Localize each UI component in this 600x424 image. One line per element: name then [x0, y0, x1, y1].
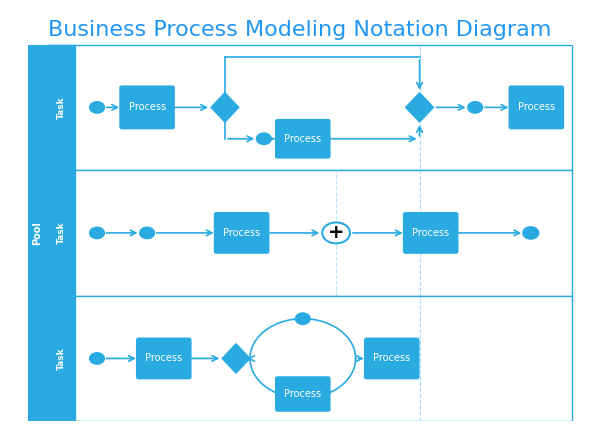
Circle shape: [91, 102, 104, 112]
Polygon shape: [211, 93, 239, 122]
FancyBboxPatch shape: [47, 170, 572, 296]
FancyBboxPatch shape: [214, 212, 269, 254]
Text: Process: Process: [128, 102, 166, 112]
FancyBboxPatch shape: [136, 338, 191, 379]
FancyBboxPatch shape: [119, 85, 175, 129]
Text: +: +: [328, 223, 344, 243]
FancyBboxPatch shape: [47, 296, 75, 421]
Polygon shape: [406, 93, 433, 122]
FancyBboxPatch shape: [364, 338, 419, 379]
Polygon shape: [222, 344, 250, 373]
FancyBboxPatch shape: [275, 376, 331, 412]
Text: Process: Process: [284, 389, 322, 399]
FancyBboxPatch shape: [47, 296, 572, 421]
FancyBboxPatch shape: [47, 45, 75, 170]
FancyBboxPatch shape: [28, 45, 47, 421]
Circle shape: [469, 102, 482, 112]
Circle shape: [140, 228, 154, 238]
Text: Task: Task: [56, 96, 65, 119]
FancyBboxPatch shape: [47, 170, 75, 296]
Circle shape: [322, 223, 350, 243]
FancyBboxPatch shape: [275, 119, 331, 159]
FancyBboxPatch shape: [509, 85, 564, 129]
Text: Process: Process: [145, 354, 182, 363]
Circle shape: [257, 134, 271, 144]
Text: Task: Task: [56, 347, 65, 370]
Circle shape: [91, 228, 104, 238]
Text: Process: Process: [284, 134, 322, 144]
Text: Process: Process: [373, 354, 410, 363]
FancyBboxPatch shape: [403, 212, 458, 254]
Text: Task: Task: [56, 222, 65, 244]
Text: Pool: Pool: [32, 221, 42, 245]
Circle shape: [296, 314, 310, 324]
Text: Process: Process: [223, 228, 260, 238]
Circle shape: [524, 228, 538, 238]
Text: Business Process Modeling Notation Diagram: Business Process Modeling Notation Diagr…: [49, 20, 551, 39]
FancyBboxPatch shape: [47, 45, 572, 170]
Text: Process: Process: [412, 228, 449, 238]
Circle shape: [91, 354, 104, 363]
Text: Process: Process: [518, 102, 555, 112]
